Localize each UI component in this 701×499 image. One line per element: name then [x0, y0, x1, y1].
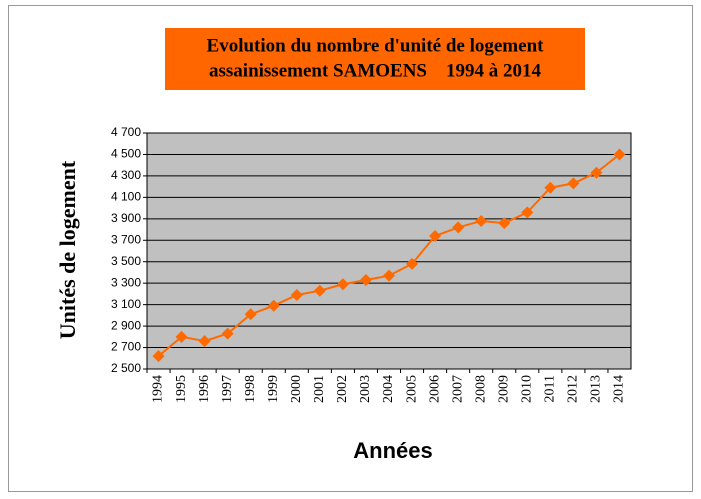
data-point: [452, 221, 465, 234]
y-tick-label: 3 700: [111, 232, 141, 246]
y-tick-label: 2 700: [111, 340, 141, 354]
x-tick-label: 1994: [151, 375, 166, 403]
x-tick-label: 1997: [220, 375, 235, 403]
data-point: [544, 181, 557, 194]
data-point: [198, 335, 211, 348]
x-tick-label: 1998: [243, 375, 258, 403]
x-tick-label: 2005: [404, 375, 419, 403]
x-axis-label: Années: [353, 438, 432, 463]
data-point: [521, 206, 534, 219]
x-tick-label: 2013: [589, 375, 604, 403]
data-point: [290, 288, 303, 301]
data-point: [313, 284, 326, 297]
y-axis-label: Unités de logement: [55, 160, 80, 339]
y-tick-label: 3 500: [111, 254, 141, 268]
y-tick-label: 3 300: [111, 275, 141, 289]
data-point: [221, 327, 234, 340]
data-point: [406, 257, 419, 270]
x-tick-label: 2011: [543, 375, 558, 402]
data-point: [244, 308, 257, 321]
data-point: [336, 278, 349, 291]
y-tick-label: 4 500: [111, 147, 141, 161]
data-point: [175, 330, 188, 343]
chart-title: assainissement SAMOENS 1994 à 2014: [209, 60, 541, 81]
x-tick-label: 2003: [358, 375, 373, 403]
x-tick-label: 2010: [520, 375, 535, 403]
x-tick-label: 2004: [381, 375, 396, 403]
y-tick-label: 3 900: [111, 211, 141, 225]
title-box: [165, 28, 585, 90]
x-tick-label: 2002: [335, 375, 350, 403]
data-point: [429, 229, 442, 242]
y-tick-label: 4 700: [111, 125, 141, 139]
data-point: [152, 350, 165, 363]
y-tick-label: 4 300: [111, 168, 141, 182]
x-tick-label: 1999: [266, 375, 281, 403]
data-point: [359, 273, 372, 286]
data-point: [267, 299, 280, 312]
x-tick-label: 2006: [427, 375, 442, 403]
data-point: [475, 214, 488, 227]
x-tick-label: 2000: [289, 375, 304, 403]
x-tick-label: 2001: [312, 375, 327, 403]
y-tick-label: 2 900: [111, 318, 141, 332]
data-point: [567, 177, 580, 190]
plot-area: [146, 132, 632, 370]
data-point: [383, 269, 395, 282]
x-tick-label: 1995: [174, 375, 189, 403]
x-tick-label: 2009: [496, 375, 511, 403]
data-point: [613, 148, 626, 161]
chart-title: Evolution du nombre d'unité de logement: [207, 35, 545, 56]
y-tick-label: 2 500: [111, 361, 141, 375]
x-tick-label: 1996: [197, 375, 212, 403]
data-point: [498, 217, 511, 230]
y-tick-label: 3 100: [111, 297, 141, 311]
x-tick-label: 2007: [450, 375, 465, 403]
y-tick-label: 4 100: [111, 190, 141, 204]
x-tick-label: 2014: [612, 375, 627, 403]
x-tick-label: 2012: [566, 375, 581, 403]
x-tick-label: 2008: [473, 375, 488, 403]
data-point: [590, 166, 603, 179]
